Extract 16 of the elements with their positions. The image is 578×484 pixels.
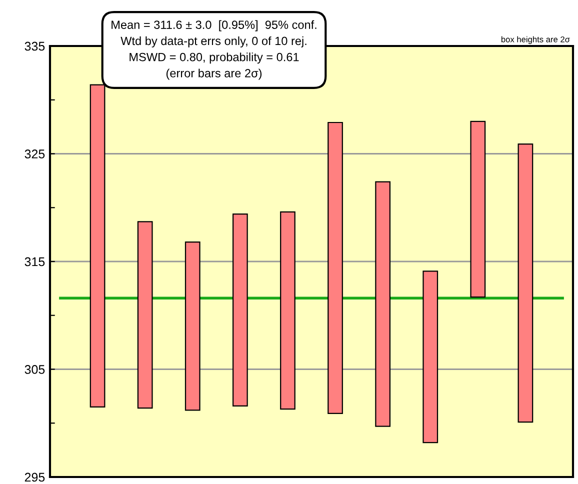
y-tick-label: 315 xyxy=(24,257,45,266)
bar xyxy=(280,211,296,410)
annotation: Mean = 311.6 ± 3.0 [0.95%] 95% conf. Wtd by data-pt errs only, 0 of 10 rej. MSWD = 0.80, probability = 0.61 (error bars are 2σ) xyxy=(112,20,316,80)
bar xyxy=(184,242,200,411)
y-tick-label: 335 xyxy=(24,42,45,51)
bar xyxy=(470,120,486,298)
y-tick-label: 295 xyxy=(24,472,45,482)
bar xyxy=(375,181,391,427)
bar xyxy=(232,214,248,406)
bar xyxy=(422,270,438,444)
bar xyxy=(518,143,534,423)
bar xyxy=(137,221,153,409)
bar xyxy=(328,122,343,414)
y-tick-label: 305 xyxy=(24,365,45,374)
y-tick-label: 325 xyxy=(24,150,45,158)
text: box heights are 2σ xyxy=(501,36,570,44)
